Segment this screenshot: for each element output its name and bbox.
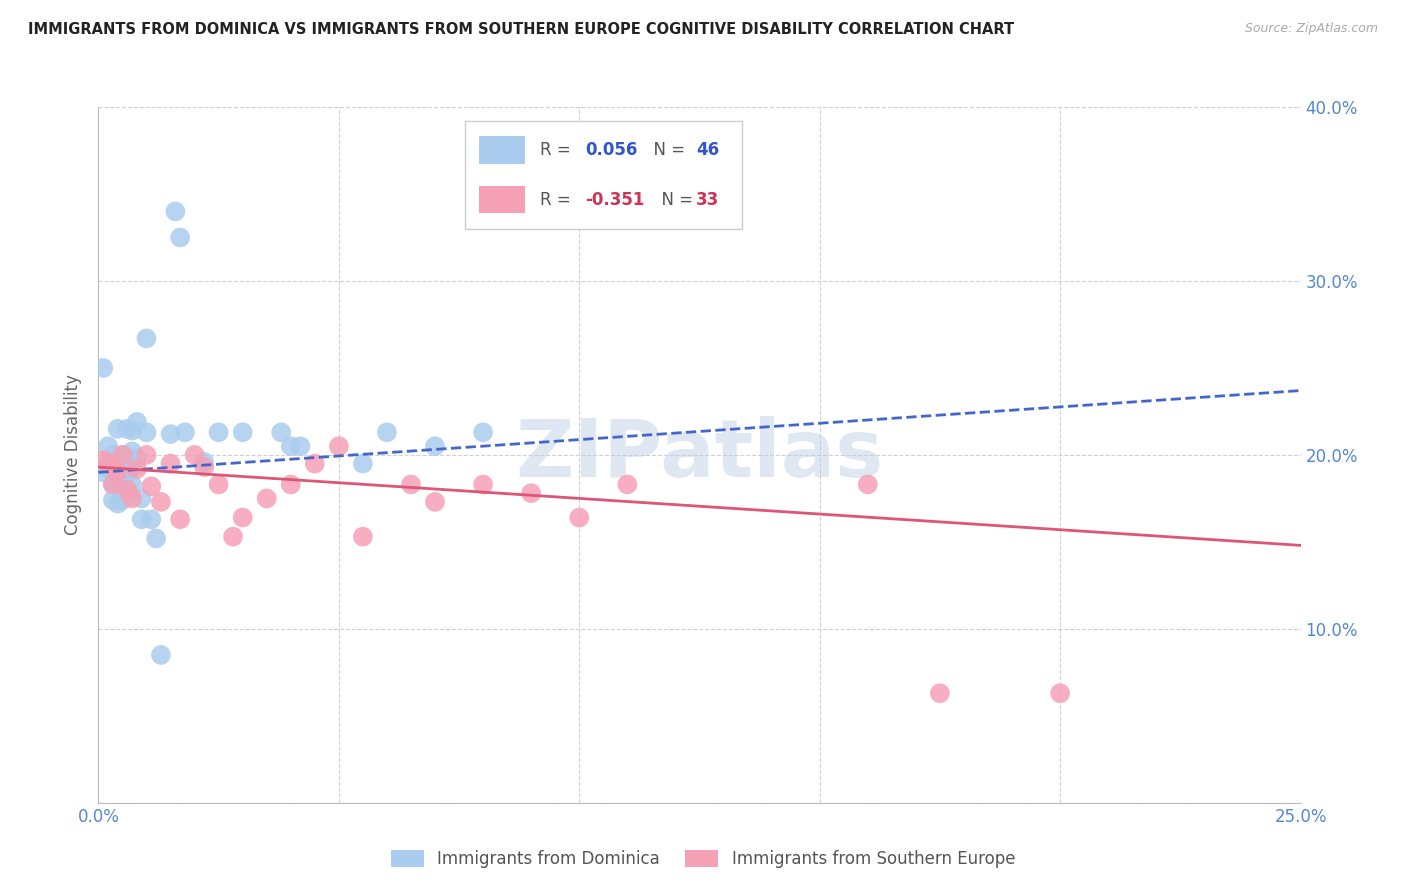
Point bbox=[111, 460, 134, 475]
Point bbox=[1049, 686, 1071, 700]
Point bbox=[107, 497, 129, 511]
Point bbox=[928, 686, 950, 700]
Point bbox=[101, 448, 124, 462]
Point bbox=[159, 427, 181, 442]
Point bbox=[472, 477, 495, 491]
Point bbox=[91, 466, 114, 480]
Point bbox=[165, 204, 187, 219]
Text: -0.351: -0.351 bbox=[585, 191, 645, 209]
Point bbox=[111, 448, 134, 462]
Point bbox=[169, 512, 191, 526]
Point bbox=[101, 460, 124, 475]
Point bbox=[169, 230, 191, 244]
Point bbox=[91, 453, 114, 467]
Point bbox=[159, 457, 181, 471]
Text: N =: N = bbox=[643, 141, 690, 159]
Point bbox=[328, 439, 350, 453]
Text: ZIPatlas: ZIPatlas bbox=[516, 416, 883, 494]
Point bbox=[101, 460, 124, 475]
Point bbox=[232, 425, 254, 440]
Text: 46: 46 bbox=[696, 141, 718, 159]
Point bbox=[270, 425, 292, 440]
Point bbox=[141, 479, 163, 493]
Point bbox=[121, 477, 143, 491]
Text: R =: R = bbox=[540, 191, 575, 209]
Point bbox=[121, 491, 143, 506]
Point bbox=[101, 477, 124, 491]
Point bbox=[131, 512, 153, 526]
Point bbox=[121, 444, 143, 458]
Point bbox=[121, 424, 143, 438]
Point bbox=[97, 457, 120, 471]
Point bbox=[117, 450, 139, 464]
Point bbox=[423, 439, 446, 453]
Point bbox=[117, 467, 139, 481]
Point bbox=[232, 510, 254, 524]
Point bbox=[280, 439, 302, 453]
Point bbox=[280, 477, 302, 491]
Text: R =: R = bbox=[540, 141, 575, 159]
Text: 33: 33 bbox=[696, 191, 718, 209]
Point bbox=[101, 493, 124, 508]
Point bbox=[97, 439, 120, 453]
Point bbox=[145, 532, 167, 546]
Point bbox=[856, 477, 879, 491]
Point bbox=[375, 425, 398, 440]
Point bbox=[149, 495, 172, 509]
Text: N =: N = bbox=[651, 191, 699, 209]
Point bbox=[131, 491, 153, 506]
FancyBboxPatch shape bbox=[465, 121, 741, 229]
Point bbox=[97, 462, 120, 476]
Point bbox=[107, 422, 129, 436]
Point bbox=[121, 460, 143, 475]
Point bbox=[472, 425, 495, 440]
Point bbox=[256, 491, 278, 506]
Point bbox=[107, 455, 129, 469]
Point bbox=[107, 475, 129, 490]
Point bbox=[149, 648, 172, 662]
Y-axis label: Cognitive Disability: Cognitive Disability bbox=[65, 375, 83, 535]
Text: 0.056: 0.056 bbox=[585, 141, 638, 159]
Point bbox=[222, 530, 245, 544]
Point bbox=[568, 510, 591, 524]
Point bbox=[352, 457, 374, 471]
Point bbox=[208, 477, 231, 491]
Point bbox=[183, 448, 205, 462]
Point bbox=[107, 466, 129, 480]
Point bbox=[101, 477, 124, 491]
Point bbox=[616, 477, 638, 491]
Point bbox=[135, 425, 157, 440]
Point bbox=[193, 460, 215, 475]
Point bbox=[399, 477, 422, 491]
FancyBboxPatch shape bbox=[479, 186, 526, 213]
Point bbox=[125, 451, 148, 466]
Point bbox=[520, 486, 543, 500]
Point bbox=[141, 512, 163, 526]
Point bbox=[174, 425, 197, 440]
Point bbox=[117, 422, 139, 436]
Text: IMMIGRANTS FROM DOMINICA VS IMMIGRANTS FROM SOUTHERN EUROPE COGNITIVE DISABILITY: IMMIGRANTS FROM DOMINICA VS IMMIGRANTS F… bbox=[28, 22, 1014, 37]
Point bbox=[208, 425, 231, 440]
Point bbox=[193, 455, 215, 469]
Point bbox=[135, 331, 157, 345]
Point bbox=[290, 439, 312, 453]
Point bbox=[125, 462, 148, 476]
Legend: Immigrants from Dominica, Immigrants from Southern Europe: Immigrants from Dominica, Immigrants fro… bbox=[384, 843, 1022, 875]
Point bbox=[91, 360, 114, 375]
Text: Source: ZipAtlas.com: Source: ZipAtlas.com bbox=[1244, 22, 1378, 36]
Point bbox=[111, 493, 134, 508]
Point bbox=[423, 495, 446, 509]
FancyBboxPatch shape bbox=[479, 136, 526, 164]
Point bbox=[111, 448, 134, 462]
Point bbox=[125, 415, 148, 429]
Point bbox=[117, 483, 139, 497]
Point bbox=[111, 477, 134, 491]
Point bbox=[352, 530, 374, 544]
Point bbox=[304, 457, 326, 471]
Point bbox=[135, 448, 157, 462]
